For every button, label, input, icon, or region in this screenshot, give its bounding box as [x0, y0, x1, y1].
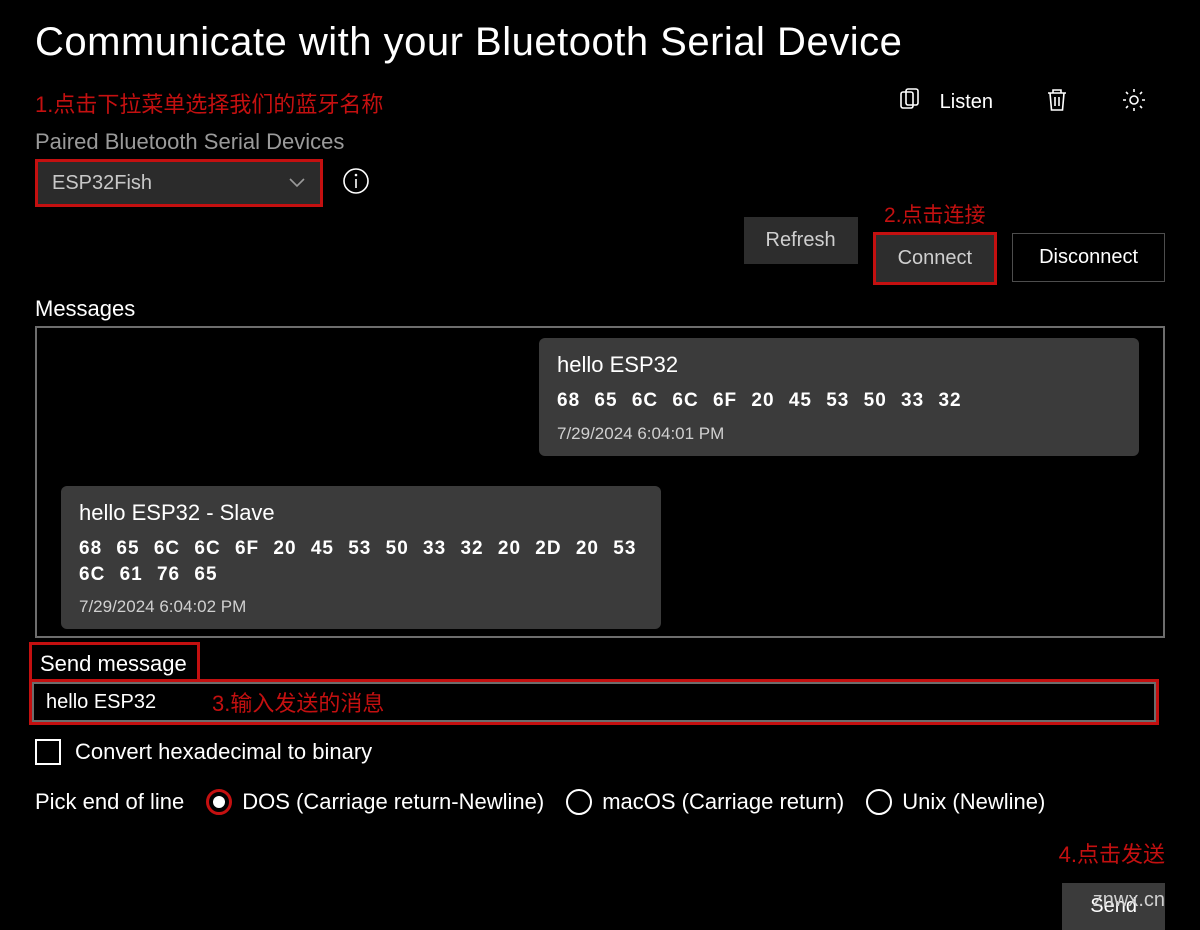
messages-label: Messages — [35, 296, 1165, 322]
message-time: 7/29/2024 6:04:01 PM — [557, 424, 1121, 444]
watermark: znwx.cn — [1093, 889, 1165, 912]
message-hex: 68 65 6C 6C 6F 20 45 53 50 33 32 20 2D 2… — [79, 536, 643, 587]
eol-option-dos[interactable]: DOS (Carriage return-Newline) — [206, 789, 544, 815]
message-time: 7/29/2024 6:04:02 PM — [79, 597, 643, 617]
send-input[interactable] — [32, 682, 192, 722]
message-bubble-outgoing: hello ESP32 68 65 6C 6C 6F 20 45 53 50 3… — [539, 338, 1139, 456]
radio-icon — [206, 789, 232, 815]
message-text: hello ESP32 - Slave — [79, 500, 643, 526]
eol-option-macos[interactable]: macOS (Carriage return) — [566, 789, 844, 815]
radio-icon — [866, 789, 892, 815]
eol-option-label: DOS (Carriage return-Newline) — [242, 789, 544, 815]
message-bubble-incoming: hello ESP32 - Slave 68 65 6C 6C 6F 20 45… — [61, 486, 661, 629]
annotation-step2: 2.点击连接 — [884, 199, 986, 229]
connect-button[interactable]: Connect — [876, 235, 995, 282]
device-select[interactable]: ESP32Fish — [35, 159, 323, 207]
message-text: hello ESP32 — [557, 352, 1121, 378]
speaker-icon — [900, 88, 926, 118]
annotation-step4: 4.点击发送 — [1059, 837, 1165, 869]
eol-option-label: macOS (Carriage return) — [602, 789, 844, 815]
radio-icon — [566, 789, 592, 815]
gear-icon[interactable] — [1121, 87, 1147, 118]
listen-button[interactable]: Listen — [900, 88, 993, 118]
message-hex: 68 65 6C 6C 6F 20 45 53 50 33 32 — [557, 388, 1121, 414]
page-title: Communicate with your Bluetooth Serial D… — [35, 20, 1165, 65]
convert-checkbox[interactable] — [35, 739, 61, 765]
device-selected: ESP32Fish — [52, 172, 152, 195]
trash-icon[interactable] — [1045, 87, 1069, 118]
info-icon[interactable] — [341, 166, 371, 201]
chevron-down-icon — [288, 172, 306, 195]
listen-label: Listen — [940, 91, 993, 114]
messages-panel: hello ESP32 68 65 6C 6C 6F 20 45 53 50 3… — [35, 326, 1165, 638]
send-label: Send message — [40, 651, 187, 676]
eol-option-label: Unix (Newline) — [902, 789, 1045, 815]
devices-label: Paired Bluetooth Serial Devices — [35, 129, 1165, 155]
disconnect-button[interactable]: Disconnect — [1012, 233, 1165, 282]
annotation-step1: 1.点击下拉菜单选择我们的蓝牙名称 — [35, 87, 383, 119]
eol-option-unix[interactable]: Unix (Newline) — [866, 789, 1045, 815]
annotation-step3: 3.输入发送的消息 — [212, 686, 384, 718]
convert-label: Convert hexadecimal to binary — [75, 739, 372, 765]
eol-label: Pick end of line — [35, 789, 184, 815]
refresh-button[interactable]: Refresh — [744, 217, 858, 264]
